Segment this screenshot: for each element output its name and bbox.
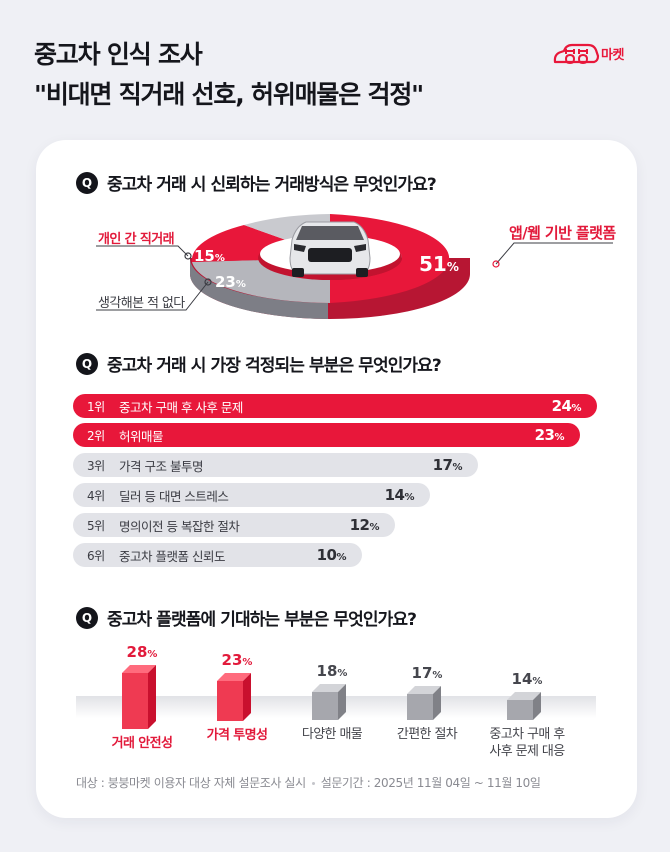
rank: 4위 [87, 488, 105, 503]
col-label: 중고차 구매 후 사후 문제 대응 [477, 726, 577, 760]
rank: 5위 [87, 518, 105, 533]
separator-dot [311, 782, 315, 785]
car-logo-icon [553, 43, 600, 65]
question-1-text: 중고차 거래 시 신뢰하는 거래방식은 무엇인가요? [107, 175, 437, 195]
worry-bar-1: 1위 중고차 구매 후 사후 문제 24% [73, 394, 597, 418]
question-1: Q 중고차 거래 시 신뢰하는 거래방식은 무엇인가요? [76, 170, 437, 195]
question-2: Q 중고차 거래 시 가장 걱정되는 부분은 무엇인가요? [76, 351, 442, 376]
column-3d [122, 665, 156, 729]
col-value: 17% [411, 664, 443, 682]
col-value: 28% [126, 643, 158, 661]
rank: 1위 [87, 399, 105, 414]
expect-col-3: 18% 다양한 매물 [287, 662, 377, 743]
rank: 2위 [87, 428, 105, 443]
column-3d [407, 686, 441, 720]
car-icon [289, 221, 371, 277]
column-3d [312, 684, 346, 720]
brand-logo: 마켓 [552, 38, 652, 68]
col-label-line1: 중고차 구매 후 [489, 727, 565, 742]
question-2-text: 중고차 거래 시 가장 걱정되는 부분은 무엇인가요? [107, 356, 442, 376]
col-label-line2: 사후 문제 대응 [489, 744, 565, 759]
col-value: 14% [511, 670, 543, 688]
slice-label-platform: 앱/웹 기반 플랫폼 [509, 224, 616, 242]
column-3d [217, 673, 251, 721]
bar-value: 12% [349, 516, 380, 534]
question-3: Q 중고차 플랫폼에 기대하는 부분은 무엇인가요? [76, 605, 417, 630]
expect-col-4: 17% 간편한 절차 [382, 664, 472, 743]
col-label: 다양한 매물 [301, 727, 363, 742]
survey-card: Q 중고차 거래 시 신뢰하는 거래방식은 무엇인가요? [36, 140, 637, 818]
col-value: 18% [316, 662, 348, 680]
bar-label: 가격 구조 불투명 [119, 458, 203, 474]
expect-col-2: 23% 가격 투명성 [192, 651, 282, 744]
q-badge-icon: Q [76, 606, 98, 629]
bar-label: 딜러 등 대면 스트레스 [119, 488, 229, 504]
donut-chart: 개인 간 직거래 생각해본 적 없다 앱/웹 기반 플랫폼 15% 23% 51… [36, 140, 637, 340]
page-title: 중고차 인식 조사 [34, 40, 203, 69]
logo-text: 마켓 [601, 47, 624, 63]
bar-value: 17% [432, 456, 463, 474]
bar-label: 허위매물 [119, 428, 164, 444]
bar-value: 23% [534, 426, 565, 444]
worry-bar-3: 3위 가격 구조 불투명 17% [73, 453, 478, 477]
footnote-target: 대상 : 붕붕마켓 이용자 대상 자체 설문조사 실시 [76, 776, 306, 790]
donut-svg [96, 214, 613, 319]
expect-col-1: 28% 거래 안전성 [97, 643, 187, 752]
slice-value-never: 23% [215, 273, 246, 291]
bar-label: 명의이전 등 복잡한 절차 [119, 518, 240, 534]
worry-bar-6: 6위 중고차 플랫폼 신뢰도 10% [73, 543, 362, 567]
col-label: 가격 투명성 [206, 728, 268, 743]
col-label: 거래 안전성 [111, 736, 173, 751]
page-subtitle: "비대면 직거래 선호, 허위매물은 걱정" [34, 80, 424, 109]
bar-value: 24% [551, 397, 582, 415]
worry-bar-4: 4위 딜러 등 대면 스트레스 14% [73, 483, 430, 507]
worry-bar-5: 5위 명의이전 등 복잡한 절차 12% [73, 513, 395, 537]
slice-value-platform: 51% [419, 252, 459, 276]
rank: 6위 [87, 548, 105, 563]
col-value: 23% [221, 651, 253, 669]
column-3d [507, 692, 541, 720]
footnote-period: 설문기간 : 2025년 11월 04일 ~ 11월 10일 [320, 776, 541, 790]
bar-label: 중고차 구매 후 사후 문제 [119, 399, 243, 415]
q-badge-icon: Q [76, 352, 98, 375]
worry-bar-2: 2위 허위매물 23% [73, 423, 580, 447]
bar-value: 14% [384, 486, 415, 504]
bar-label: 중고차 플랫폼 신뢰도 [119, 548, 225, 564]
expect-col-5: 14% 중고차 구매 후 사후 문제 대응 [477, 670, 577, 760]
bar-value: 10% [316, 546, 347, 564]
survey-footnote: 대상 : 붕붕마켓 이용자 대상 자체 설문조사 실시 설문기간 : 2025년 … [76, 774, 541, 791]
rank: 3위 [87, 458, 105, 473]
slice-value-direct: 15% [194, 247, 225, 265]
slice-label-direct: 개인 간 직거래 [98, 232, 175, 247]
slice-label-never: 생각해본 적 없다 [98, 296, 185, 311]
col-label: 간편한 절차 [396, 727, 458, 742]
q-badge-icon: Q [76, 171, 98, 194]
question-3-text: 중고차 플랫폼에 기대하는 부분은 무엇인가요? [107, 610, 417, 630]
